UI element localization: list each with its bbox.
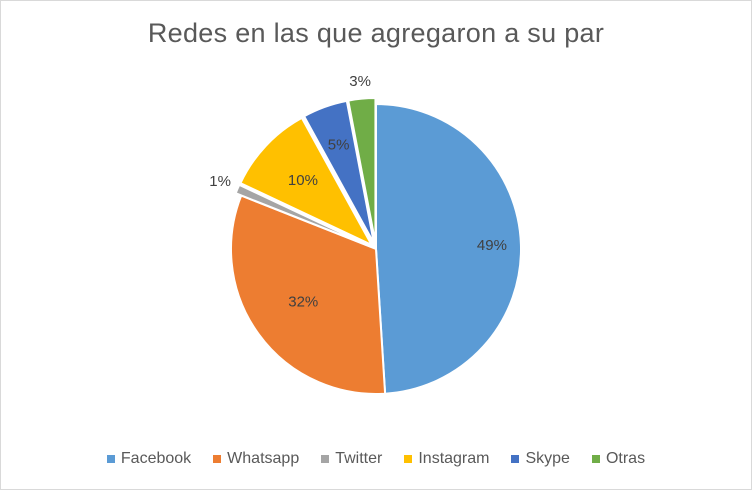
legend-item-otras: Otras (591, 450, 646, 468)
legend-item-instagram: Instagram (404, 450, 489, 468)
legend-item-facebook: Facebook (106, 450, 192, 468)
pie-slice-instagram (239, 116, 373, 246)
legend-swatch (106, 455, 115, 463)
legend-label: Twitter (335, 450, 383, 467)
pie-slice-whatsapp (230, 194, 387, 395)
legend-swatch (321, 455, 330, 463)
legend-item-whatsapp: Whatsapp (213, 450, 299, 468)
legend-swatch (511, 455, 520, 463)
legend-swatch (213, 455, 222, 463)
legend-label: Instagram (418, 450, 490, 467)
data-label-skype: 5% (328, 137, 350, 154)
pie-slice-facebook (375, 103, 523, 395)
legend-item-twitter: Twitter (321, 450, 382, 468)
legend-label: Facebook (120, 450, 192, 467)
chart-title: Redes en las que agregaron a su par (147, 18, 605, 48)
data-label-twitter: 1% (209, 173, 231, 190)
data-label-instagram: 10% (288, 172, 318, 189)
legend-label: Skype (525, 450, 570, 467)
legend-label: Whatsapp (227, 450, 300, 467)
legend-swatch (404, 455, 413, 463)
legend-label: Otras (605, 450, 646, 467)
pie-slice-twitter (234, 183, 372, 248)
legend-item-skype: Skype (511, 450, 570, 468)
pie-chart: 49% 32% 1% 10% 5% 3% (209, 73, 523, 395)
chart-legend: Facebook Whatsapp Twitter Instagram Skype Otr… (0, 450, 752, 468)
data-label-whatsapp: 32% (288, 293, 318, 310)
data-label-facebook: 49% (477, 237, 507, 254)
legend-swatch (591, 455, 600, 463)
data-label-otras: 3% (349, 73, 371, 90)
pie-slice-otras (347, 97, 377, 245)
pie-slice-skype (303, 99, 375, 245)
